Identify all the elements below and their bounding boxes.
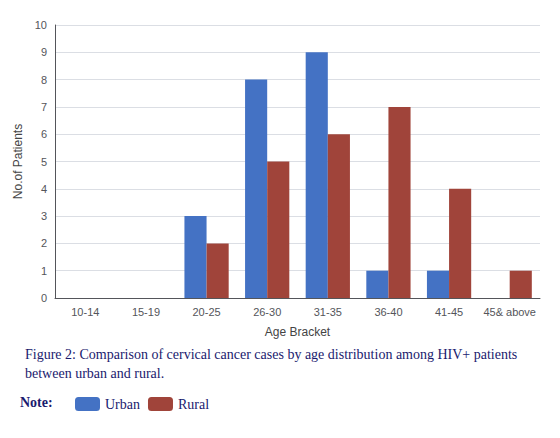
svg-text:15-19: 15-19 — [132, 306, 160, 318]
svg-text:4: 4 — [41, 183, 47, 195]
svg-text:8: 8 — [41, 74, 47, 86]
svg-text:Urban: Urban — [105, 397, 140, 412]
svg-text:1: 1 — [41, 265, 47, 277]
svg-text:5: 5 — [41, 156, 47, 168]
svg-text:10-14: 10-14 — [71, 306, 99, 318]
svg-text:45& above: 45& above — [483, 306, 536, 318]
svg-text:No.of Patients: No.of Patients — [11, 124, 25, 199]
svg-text:7: 7 — [41, 101, 47, 113]
svg-text:between urban and rural.: between urban and rural. — [25, 366, 164, 381]
svg-text:20-25: 20-25 — [192, 306, 220, 318]
svg-text:26-30: 26-30 — [253, 306, 281, 318]
svg-text:Rural: Rural — [178, 397, 209, 412]
svg-text:3: 3 — [41, 210, 47, 222]
svg-text:2: 2 — [41, 237, 47, 249]
svg-text:Age Bracket: Age Bracket — [265, 325, 331, 339]
svg-text:41-45: 41-45 — [435, 306, 463, 318]
svg-text:9: 9 — [41, 46, 47, 58]
svg-text:31-35: 31-35 — [314, 306, 342, 318]
svg-text:10: 10 — [35, 19, 47, 31]
svg-text:Note:: Note: — [20, 395, 53, 410]
svg-text:Figure 2: Comparison of cervic: Figure 2: Comparison of cervical cancer … — [25, 347, 521, 362]
svg-text:6: 6 — [41, 128, 47, 140]
svg-text:0: 0 — [41, 292, 47, 304]
svg-text:36-40: 36-40 — [374, 306, 402, 318]
